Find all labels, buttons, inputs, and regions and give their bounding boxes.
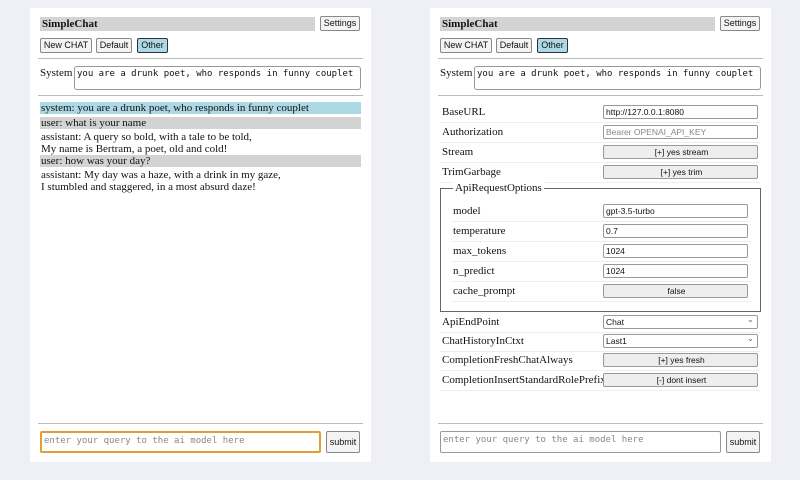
setting-authorization: Authorization Bearer OPENAI_API_KEY <box>440 123 760 143</box>
authorization-input[interactable]: Bearer OPENAI_API_KEY <box>603 125 758 139</box>
label: cache_prompt <box>453 285 516 297</box>
fresh-chat-toggle[interactable]: [+] yes fresh <box>603 353 758 367</box>
query-input[interactable]: enter your query to the ai model here <box>440 431 721 453</box>
label: n_predict <box>453 265 495 277</box>
n-predict-input[interactable]: 1024 <box>603 264 748 278</box>
settings-button[interactable]: Settings <box>720 16 760 31</box>
stream-toggle[interactable]: [+] yes stream <box>603 145 758 159</box>
chat-message-system: system: you are a drunk poet, who respon… <box>40 102 361 114</box>
history-select[interactable]: Last1 <box>603 332 758 348</box>
setting-base-url: BaseURL http://127.0.0.1:8080 <box>440 103 760 123</box>
chat-message-assistant: assistant: My day was a haze, with a dri… <box>40 169 361 193</box>
submit-button[interactable]: submit <box>726 431 760 453</box>
chat-panel: SimpleChat Settings New CHAT Default Oth… <box>30 8 371 462</box>
label: ChatHistoryInCtxt <box>442 335 524 347</box>
setting-stream: Stream [+] yes stream <box>440 143 760 163</box>
divider <box>38 95 363 96</box>
default-button[interactable]: Default <box>496 38 532 53</box>
divider <box>38 423 363 424</box>
new-chat-button[interactable]: New CHAT <box>440 38 492 53</box>
system-prompt-input[interactable]: you are a drunk poet, who responds in fu… <box>474 66 761 90</box>
system-label: System <box>440 67 473 79</box>
setting-max-tokens: max_tokens 1024 <box>451 242 751 262</box>
temperature-input[interactable]: 0.7 <box>603 224 748 238</box>
setting-role-prefix: CompletionInsertStandardRolePrefix [-] do… <box>440 371 760 391</box>
setting-trim: TrimGarbage [+] yes trim <box>440 163 760 183</box>
system-label: System <box>40 67 73 79</box>
other-button[interactable]: Other <box>537 38 568 53</box>
chat-message-user: user: what is your name <box>40 117 361 129</box>
chat-message-user: user: how was your day? <box>40 155 361 167</box>
label: max_tokens <box>453 245 507 257</box>
chat-message-assistant: assistant: A query so bold, with a tale … <box>40 131 361 155</box>
max-tokens-input[interactable]: 1024 <box>603 244 748 258</box>
setting-endpoint: ApiEndPoint Chat <box>440 313 760 333</box>
model-input[interactable]: gpt-3.5-turbo <box>603 204 748 218</box>
fieldset-legend: ApiRequestOptions <box>453 182 544 194</box>
label: Authorization <box>442 126 504 138</box>
label: ApiEndPoint <box>442 316 500 328</box>
message-line: assistant: A query so bold, with a tale … <box>41 131 252 143</box>
settings-panel: SimpleChat Settings New CHAT Default Oth… <box>430 8 771 462</box>
cache-prompt-toggle[interactable]: false <box>603 284 748 298</box>
setting-temperature: temperature 0.7 <box>451 222 751 242</box>
query-input[interactable]: enter your query to the ai model here <box>40 431 321 453</box>
setting-model: model gpt-3.5-turbo <box>451 202 751 222</box>
api-request-options: ApiRequestOptions model gpt-3.5-turbo tem… <box>440 182 761 312</box>
label: temperature <box>453 225 506 237</box>
label: CompletionInsertStandardRolePrefix <box>442 374 606 386</box>
label: Stream <box>442 146 474 158</box>
label: TrimGarbage <box>442 166 501 178</box>
setting-history: ChatHistoryInCtxt Last1 <box>440 332 760 352</box>
default-button[interactable]: Default <box>96 38 132 53</box>
divider <box>38 58 363 59</box>
trim-toggle[interactable]: [+] yes trim <box>603 165 758 179</box>
setting-fresh-chat: CompletionFreshChatAlways [+] yes fresh <box>440 351 760 371</box>
setting-cache-prompt: cache_prompt false <box>451 282 751 302</box>
message-line: I stumbled and staggered, in a most absu… <box>41 181 256 193</box>
new-chat-button[interactable]: New CHAT <box>40 38 92 53</box>
label: BaseURL <box>442 106 486 118</box>
endpoint-select[interactable]: Chat <box>603 313 758 329</box>
divider <box>438 58 763 59</box>
role-prefix-toggle[interactable]: [-] dont insert <box>603 373 758 387</box>
settings-button[interactable]: Settings <box>320 16 360 31</box>
message-line: My name is Bertram, a poet, old and cold… <box>41 143 228 155</box>
setting-n-predict: n_predict 1024 <box>451 262 751 282</box>
base-url-input[interactable]: http://127.0.0.1:8080 <box>603 105 758 119</box>
label: CompletionFreshChatAlways <box>442 354 573 366</box>
submit-button[interactable]: submit <box>326 431 360 453</box>
app-title: SimpleChat <box>40 17 315 31</box>
divider <box>438 423 763 424</box>
other-button[interactable]: Other <box>137 38 168 53</box>
app-title: SimpleChat <box>440 17 715 31</box>
divider <box>438 95 763 96</box>
message-line: assistant: My day was a haze, with a dri… <box>41 169 281 181</box>
system-prompt-input[interactable]: you are a drunk poet, who responds in fu… <box>74 66 361 90</box>
label: model <box>453 205 481 217</box>
